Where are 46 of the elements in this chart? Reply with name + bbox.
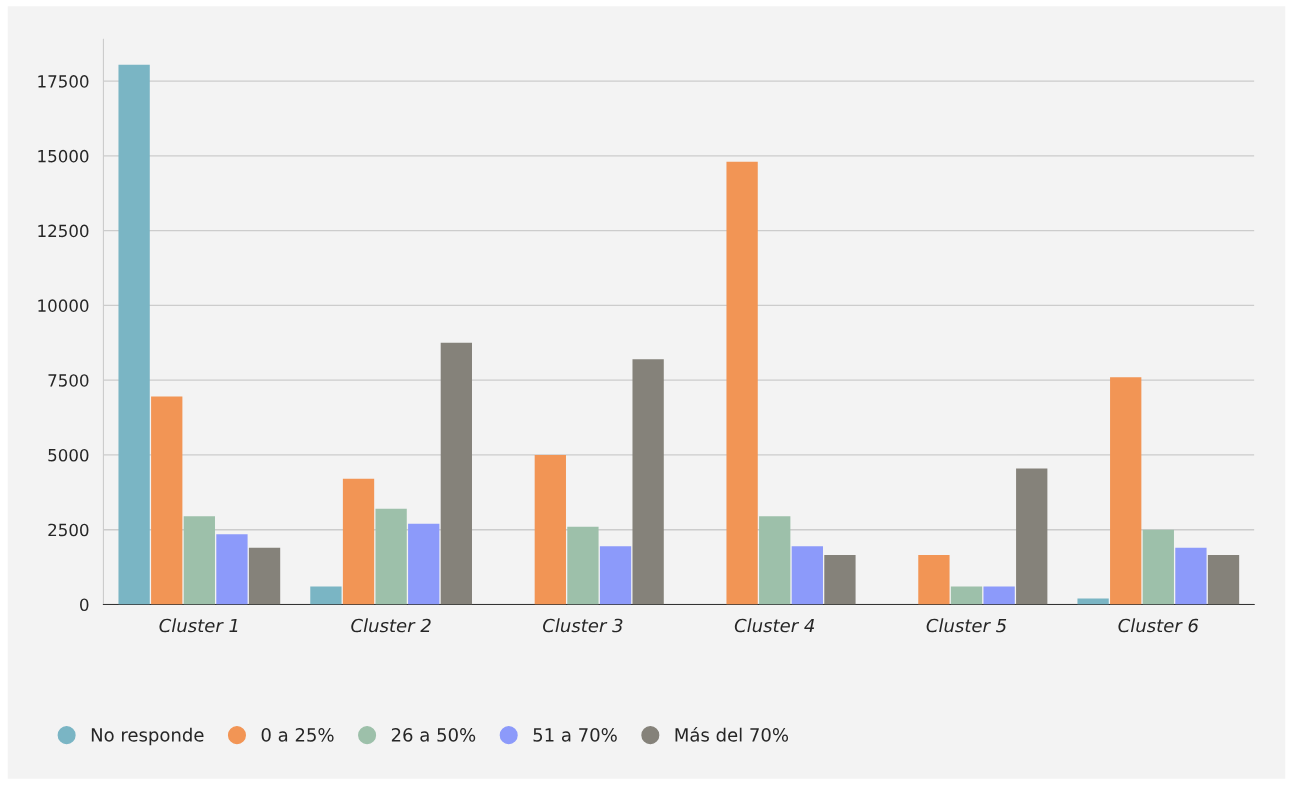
x-tick-label: Cluster 6	[1118, 618, 1199, 633]
x-tick-label: Cluster 2	[351, 618, 431, 633]
y-tick-label: 7500	[48, 374, 89, 387]
y-tick-label: 15000	[38, 149, 89, 163]
bar	[408, 523, 440, 605]
legend-label: 51 a 70%	[533, 728, 617, 742]
legend-label: No responde	[91, 727, 204, 746]
bar	[759, 516, 791, 605]
bar	[375, 508, 407, 605]
bar	[918, 555, 950, 605]
y-tick-label: 10000	[38, 299, 89, 312]
bar	[151, 396, 183, 605]
bar	[567, 526, 599, 605]
bar	[632, 359, 664, 605]
bar	[950, 586, 983, 605]
bar	[183, 516, 215, 605]
legend-label: Más del 70%	[675, 727, 789, 742]
y-tick-label: 5000	[48, 448, 89, 462]
bar	[824, 555, 856, 605]
bar	[1016, 468, 1048, 605]
bar	[310, 586, 342, 605]
y-tick-label: 2500	[48, 523, 89, 537]
bar	[342, 478, 375, 605]
x-tick-label: Cluster 5	[926, 618, 1007, 633]
bar	[440, 342, 472, 605]
y-tick-label: 0	[80, 598, 89, 612]
bar	[983, 586, 1015, 605]
bar	[1207, 555, 1240, 605]
legend-label: 0 a 25%	[261, 728, 334, 742]
bar	[118, 64, 150, 605]
y-tick-label: 17500	[38, 75, 89, 88]
bar	[1110, 377, 1142, 605]
bar	[726, 161, 758, 605]
legend-label: 26 a 50%	[391, 728, 476, 742]
y-tick-label: 12500	[38, 224, 89, 238]
x-tick-label: Cluster 1	[159, 618, 238, 633]
bar	[534, 454, 566, 605]
bar	[791, 546, 823, 605]
bar	[1077, 598, 1109, 605]
bar	[1142, 529, 1174, 605]
x-tick-label: Cluster 4	[734, 618, 815, 633]
bar	[216, 534, 248, 605]
bar	[599, 546, 632, 605]
bar	[1175, 547, 1207, 605]
bar	[248, 547, 281, 605]
x-tick-label: Cluster 3	[543, 618, 623, 633]
